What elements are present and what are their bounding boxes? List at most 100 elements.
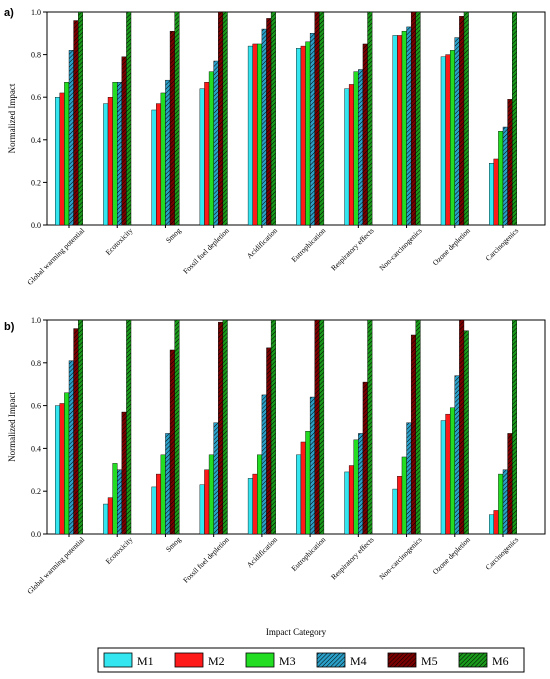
y-tick-label: 0.8 — [31, 51, 41, 60]
bar — [213, 60, 219, 226]
x-tick-label: Ecotoxicity — [104, 535, 135, 566]
bar — [126, 11, 132, 226]
bar — [362, 381, 368, 535]
bar — [160, 454, 166, 535]
bar — [300, 45, 306, 226]
x-tick-label: Fossil fuel depletion — [181, 226, 231, 276]
bar — [463, 11, 469, 226]
x-tick-label: Smog — [164, 226, 183, 245]
bar — [107, 497, 113, 535]
bar — [296, 454, 302, 535]
bar — [156, 473, 162, 535]
bar — [305, 431, 311, 535]
bar — [401, 456, 407, 535]
bar — [218, 11, 224, 226]
bar — [392, 488, 398, 535]
legend-item: M3 — [245, 652, 296, 668]
bar — [270, 11, 276, 226]
x-tick-label: Smog — [164, 535, 183, 554]
x-tick-label: Carcinogenics — [484, 535, 521, 572]
bar — [270, 319, 276, 535]
x-tick-label: Ozone depletion — [431, 535, 472, 576]
bar — [507, 433, 513, 535]
legend-label: M4 — [350, 654, 367, 668]
bar — [445, 54, 451, 226]
bar — [68, 50, 74, 226]
panel-label: b) — [4, 321, 15, 333]
bar — [401, 30, 407, 226]
legend-label: M2 — [208, 654, 225, 668]
bar — [121, 411, 127, 535]
bar — [64, 392, 70, 535]
bar — [498, 473, 504, 535]
bar — [252, 43, 258, 226]
bar — [502, 126, 508, 226]
plot-frame — [46, 11, 546, 226]
bar — [296, 48, 302, 226]
bar — [59, 403, 65, 535]
bar — [314, 11, 320, 226]
y-axis-title: Normalized Impact — [7, 392, 17, 462]
y-tick-label: 0.6 — [31, 402, 41, 411]
x-tick-label: Eutrophication — [289, 226, 327, 264]
bar — [319, 11, 325, 226]
bar — [440, 420, 446, 535]
bar — [410, 11, 416, 226]
x-tick-label: Non-carcinogenics — [377, 226, 423, 272]
bar — [449, 50, 455, 226]
bar — [358, 69, 364, 226]
x-tick-label: Acidification — [245, 226, 280, 261]
bar — [406, 422, 412, 535]
bar — [68, 360, 74, 535]
bar — [77, 11, 83, 226]
plot-frame — [46, 319, 546, 535]
legend-swatch — [458, 652, 488, 668]
bar — [397, 476, 403, 535]
bar — [367, 319, 373, 535]
bar — [257, 454, 263, 535]
bar — [353, 439, 359, 535]
legend-item: M5 — [387, 652, 438, 668]
y-tick-label: 0.8 — [31, 359, 41, 368]
bar — [392, 35, 398, 226]
bar — [266, 18, 272, 226]
bar — [156, 103, 162, 226]
bar — [64, 82, 70, 226]
bar — [305, 41, 311, 226]
x-tick-label: Global warming potential — [25, 535, 86, 596]
legend-item: M6 — [458, 652, 509, 668]
bar — [367, 11, 373, 226]
bar — [344, 471, 350, 535]
bar — [493, 158, 499, 226]
bar — [257, 43, 263, 226]
legend-swatch — [245, 652, 275, 668]
y-tick-label: 0.0 — [31, 221, 41, 230]
bar — [252, 473, 258, 535]
y-tick-label: 0.2 — [31, 178, 41, 187]
bar — [169, 349, 175, 535]
bar — [204, 469, 210, 535]
bar — [358, 433, 364, 535]
chart-panel: a) Normalized Impact 0.0 0.2 0.4 0.6 0.8 1.0 Glo… — [4, 7, 546, 287]
bar — [415, 11, 421, 226]
bar — [415, 319, 421, 535]
bar — [309, 396, 315, 535]
x-tick-label: Global warming potential — [25, 226, 86, 287]
bar — [261, 394, 267, 535]
bar — [151, 109, 157, 226]
bar — [440, 56, 446, 226]
panel-label: a) — [4, 7, 14, 19]
bar — [169, 30, 175, 226]
bar — [112, 463, 118, 535]
bar — [208, 71, 214, 226]
bar — [73, 328, 79, 535]
bar — [397, 35, 403, 226]
legend-label: M5 — [421, 654, 438, 668]
bar — [247, 45, 253, 226]
legend-swatch — [316, 652, 346, 668]
legend-label: M6 — [492, 654, 509, 668]
x-tick-label: Eutrophication — [289, 535, 327, 573]
bar — [463, 330, 469, 535]
bar — [314, 319, 320, 535]
